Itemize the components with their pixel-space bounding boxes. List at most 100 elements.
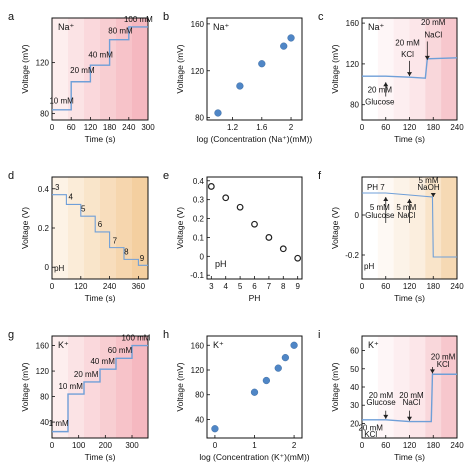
- annotation-label: 20 mM: [431, 353, 456, 362]
- y-tick-label: 0.2: [193, 215, 205, 224]
- x-axis-label: log (Concentration (K⁺)(mM)): [199, 452, 309, 462]
- corner-label: pH: [215, 259, 227, 269]
- x-tick-label: 240: [450, 282, 464, 291]
- annotation-label: Glucose: [365, 98, 395, 107]
- y-tick-label: 20: [350, 419, 359, 428]
- panel-letter: f: [318, 170, 322, 182]
- background-band: [84, 336, 101, 438]
- panel-a: 0 60 120 180 240 300 80 120 Time (s) Voltage (mV)…: [8, 11, 155, 144]
- data-point: [207, 183, 215, 190]
- y-tick-label: 0.1: [193, 233, 205, 242]
- data-point: [214, 109, 222, 117]
- y-tick-label: 80: [195, 114, 204, 123]
- x-tick-label: 120: [74, 282, 88, 291]
- background-band: [52, 336, 69, 438]
- x-tick-label: 120: [403, 282, 417, 291]
- annotation-label: 5 mM: [370, 203, 390, 212]
- data-point: [236, 82, 244, 90]
- y-tick-label: -0.1: [190, 271, 204, 280]
- background-band: [132, 336, 149, 438]
- panel-letter: e: [163, 170, 169, 182]
- background-band: [52, 18, 69, 120]
- data-point: [262, 376, 270, 385]
- y-tick-label: 0: [45, 263, 50, 272]
- y-axis-label: Voltage (mV): [330, 362, 340, 411]
- x-tick-label: 2: [289, 123, 294, 132]
- data-point: [294, 254, 302, 262]
- background-band: [441, 177, 458, 279]
- annotation-label: 40 mM: [90, 357, 115, 366]
- annotation-label: 9: [140, 254, 145, 263]
- x-tick-label: 0: [50, 441, 55, 450]
- panel-i: 0 60 120 180 240 20 30 40 50 60 Time (s) Voltage (m…: [318, 329, 464, 462]
- y-tick-label: 120: [191, 366, 205, 375]
- y-axis-label: Voltage (mV): [20, 362, 30, 411]
- background-band: [68, 18, 85, 120]
- annotation-label: 5: [81, 204, 86, 213]
- data-point: [280, 42, 288, 50]
- corner-label: K⁺: [58, 340, 69, 350]
- x-tick-label: 0: [213, 441, 218, 450]
- arrow-head: [383, 82, 389, 87]
- arrow-head: [383, 414, 389, 419]
- annotation-label: 10 mM: [49, 96, 74, 105]
- data-line: [362, 192, 457, 258]
- x-tick-label: 3: [209, 282, 214, 291]
- corner-label: Na⁺: [213, 22, 230, 32]
- axes-frame: [206, 17, 303, 121]
- x-tick-label: 60: [381, 123, 390, 132]
- background-band: [377, 177, 395, 279]
- annotation-label: 6: [98, 220, 103, 229]
- arrow-head: [383, 197, 389, 201]
- x-tick-label: 240: [103, 282, 117, 291]
- x-tick-label: 6: [252, 282, 257, 291]
- annotation-label: KCl: [401, 50, 414, 59]
- background-band: [362, 18, 379, 120]
- y-tick-label: 160: [191, 341, 205, 350]
- annotation-label: 20 mM: [70, 66, 95, 75]
- annotation-label: PH 7: [367, 183, 385, 192]
- annotation-label: NaCl: [424, 30, 442, 39]
- data-line: [52, 194, 148, 266]
- arrow-head: [407, 416, 412, 421]
- x-tick-label: 360: [132, 282, 146, 291]
- x-tick-label: 1: [252, 441, 257, 450]
- annotation-label: 100 mM: [124, 15, 153, 24]
- y-tick-label: 0.4: [193, 177, 205, 186]
- background-band: [377, 18, 395, 120]
- annotation-label: 80 mM: [108, 26, 133, 35]
- data-point: [287, 34, 295, 42]
- background-band: [393, 18, 410, 120]
- background-band: [377, 336, 395, 438]
- y-tick-label: 80: [195, 391, 204, 400]
- background-band: [84, 18, 101, 120]
- y-tick-label: 120: [191, 67, 205, 76]
- annotation-label: 100 mM: [122, 333, 151, 342]
- x-tick-label: 180: [103, 123, 117, 132]
- x-tick-label: 180: [427, 123, 441, 132]
- y-tick-label: 50: [350, 365, 359, 374]
- annotation-label: 40 mM: [88, 51, 113, 60]
- x-tick-label: 300: [125, 441, 139, 450]
- y-axis-label: Voltage (V): [175, 207, 185, 249]
- background-band: [68, 177, 85, 279]
- axes-frame: [51, 17, 149, 121]
- panel-h: 0 1 2 40 80 120 160 log (Concentration (K⁺)(mM)…: [163, 329, 310, 462]
- panel-g: 0 100 200 300 40 80 120 160 Time (s) Voltage (mV)…: [8, 329, 151, 462]
- background-band: [425, 18, 442, 120]
- panel-letter: c: [318, 11, 324, 23]
- y-tick-label: 80: [40, 393, 49, 402]
- annotation-label: pH: [364, 262, 374, 271]
- y-tick-label: 0.4: [38, 185, 50, 194]
- panel-e: 3 4 5 6 7 8 9 -0.1 0 0.1 0.2 0.3 0.4 PH Voltage (V) e pH: [163, 170, 303, 303]
- annotation-label: NaCl: [403, 398, 421, 407]
- data-line: [52, 26, 148, 111]
- background-band: [441, 336, 458, 438]
- x-tick-label: 7: [267, 282, 272, 291]
- annotation-label: Glucose: [366, 398, 396, 407]
- annotation-label: 20 mM: [399, 391, 424, 400]
- y-tick-label: 160: [191, 20, 205, 29]
- panel-b: 1.2 1.6 2 80 120 160 log (Concentration (Na⁺)(…: [163, 11, 312, 144]
- annotation-label: 7: [113, 237, 118, 246]
- panel-f: 0 60 120 180 240 -0.2 0 Time (s) Voltage (V) f PH …: [318, 170, 464, 303]
